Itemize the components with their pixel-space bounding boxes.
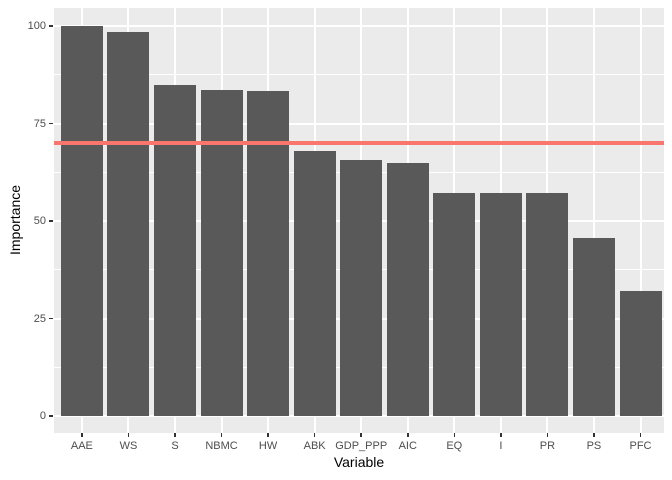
- bar-WS: [107, 31, 150, 416]
- x-tick-mark: [593, 433, 595, 437]
- plot-panel: [54, 8, 664, 433]
- bar-NBMC: [200, 90, 243, 416]
- x-tick-label: NBMC: [205, 440, 238, 452]
- x-tick-label: EQ: [446, 440, 463, 452]
- x-tick-label: ABK: [303, 440, 326, 452]
- x-tick-mark: [500, 433, 502, 437]
- y-tick-label: 25: [33, 312, 46, 325]
- major-gridline: [54, 415, 664, 417]
- bar-PS: [572, 238, 615, 416]
- x-tick-label: AAE: [70, 440, 93, 452]
- x-tick-mark: [81, 433, 83, 437]
- y-tick-mark: [49, 415, 53, 417]
- bar-ABK: [293, 150, 336, 416]
- x-axis-title: Variable: [333, 454, 385, 470]
- x-tick-mark: [407, 433, 409, 437]
- y-tick-mark: [49, 122, 53, 125]
- bar-HW: [247, 90, 290, 416]
- x-tick-mark: [453, 433, 456, 437]
- x-tick-label: PS: [586, 440, 602, 452]
- y-tick-mark: [49, 317, 53, 320]
- x-tick-mark: [220, 433, 223, 437]
- x-tick-label: PR: [539, 440, 556, 452]
- y-tick-label: 100: [27, 20, 46, 32]
- bar-EQ: [433, 192, 476, 416]
- bar-AIC: [386, 162, 429, 416]
- y-tick-mark: [49, 220, 53, 222]
- reference-line: [54, 141, 664, 145]
- y-tick-mark: [49, 25, 53, 27]
- bar-I: [479, 192, 522, 416]
- x-tick-label: WS: [119, 440, 138, 452]
- minor-gridline: [54, 74, 664, 76]
- major-gridline: [54, 25, 664, 27]
- x-tick-mark: [313, 433, 316, 437]
- bar-AAE: [60, 26, 103, 416]
- bar-PFC: [619, 291, 662, 416]
- major-gridline: [54, 122, 664, 125]
- x-tick-mark: [360, 433, 362, 437]
- y-tick-label: 75: [33, 117, 46, 130]
- x-tick-label: PFC: [629, 440, 652, 452]
- x-tick-label: GDP_PPP: [335, 440, 388, 452]
- x-tick-label: HW: [258, 440, 278, 452]
- x-tick-mark: [639, 433, 642, 437]
- y-tick-label: 0: [39, 410, 46, 422]
- x-tick-label: I: [499, 440, 503, 452]
- x-tick-mark: [546, 433, 549, 437]
- y-tick-label: 50: [33, 215, 46, 227]
- x-tick-mark: [174, 433, 176, 437]
- x-tick-mark: [267, 433, 269, 437]
- x-tick-label: S: [171, 440, 179, 452]
- bar-S: [154, 85, 196, 416]
- x-tick-mark: [127, 433, 130, 437]
- bar-GDP_PPP: [340, 160, 383, 416]
- bar-PR: [526, 192, 569, 416]
- x-tick-label: AIC: [398, 440, 417, 452]
